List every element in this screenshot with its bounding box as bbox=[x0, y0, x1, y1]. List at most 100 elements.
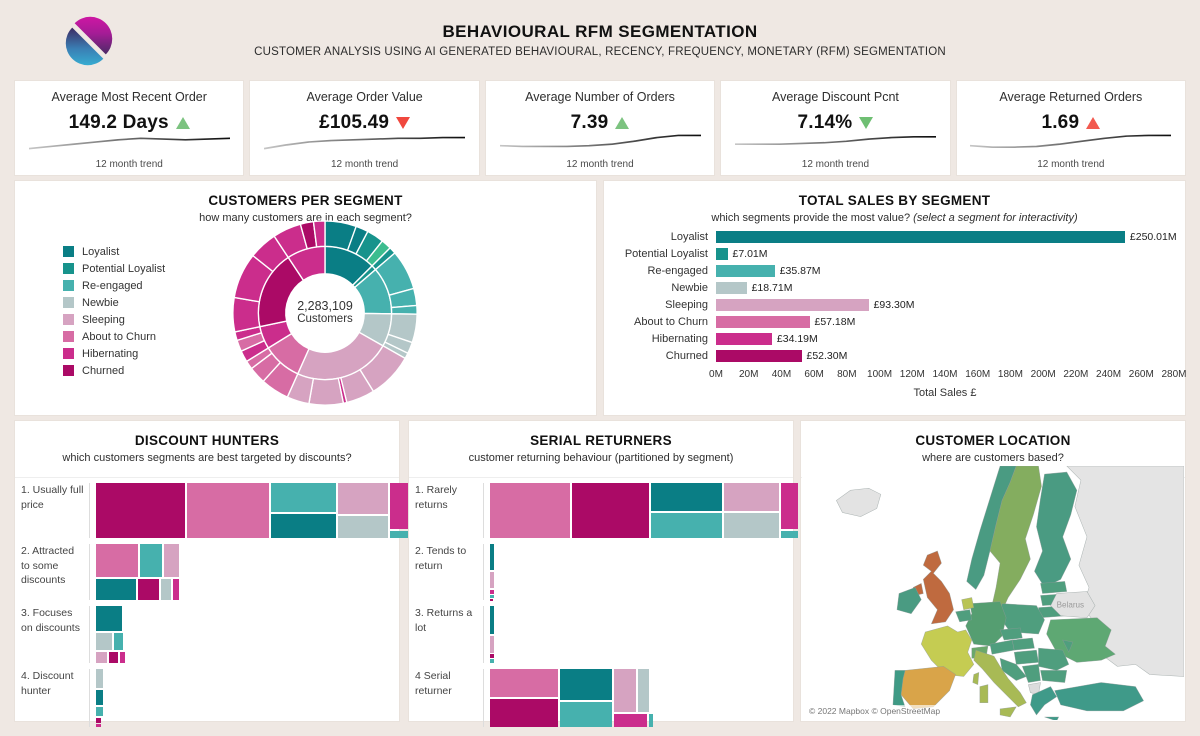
treemap-cell-darkteal[interactable] bbox=[490, 606, 494, 634]
treemap-cell-gray[interactable] bbox=[724, 513, 779, 538]
treemap-cell-lightpink[interactable] bbox=[96, 652, 107, 663]
country-czech-republic[interactable] bbox=[999, 627, 1023, 641]
legend-item-churned[interactable]: Churned bbox=[63, 362, 165, 379]
legend-item-loyalist[interactable]: Loyalist bbox=[63, 243, 165, 260]
country-moldova[interactable] bbox=[1062, 639, 1074, 653]
bar-loyalist[interactable] bbox=[716, 231, 1125, 243]
country-slovakia[interactable] bbox=[1011, 637, 1035, 651]
treemap-cell-teal[interactable] bbox=[96, 707, 103, 716]
treemap-cell-teal[interactable] bbox=[390, 531, 408, 538]
treemap-cell-gray[interactable] bbox=[96, 669, 103, 688]
treemap-cell-darkteal[interactable] bbox=[96, 690, 103, 705]
country-sardinia[interactable] bbox=[979, 684, 989, 704]
treemap-cell-teal[interactable] bbox=[271, 483, 336, 512]
bar-category-label: Potential Loyalist bbox=[624, 248, 708, 260]
legend-item-re-engaged[interactable]: Re-engaged bbox=[63, 277, 165, 294]
legend-item-potential-loyalist[interactable]: Potential Loyalist bbox=[63, 260, 165, 277]
legend-item-about-to-churn[interactable]: About to Churn bbox=[63, 328, 165, 345]
treemap-cell-darkteal[interactable] bbox=[490, 544, 494, 570]
treemap-cell-teal[interactable] bbox=[649, 714, 653, 727]
country-romania[interactable] bbox=[1038, 647, 1070, 671]
treemap-cell-pink[interactable] bbox=[96, 544, 138, 577]
treemap-cell-pink[interactable] bbox=[490, 669, 558, 697]
treemap-cell-crimson[interactable] bbox=[490, 654, 494, 658]
treemap-cell-gray[interactable] bbox=[96, 633, 112, 650]
treemap-cell-crimson[interactable] bbox=[138, 579, 159, 600]
country-finland[interactable] bbox=[1034, 471, 1078, 588]
country-croatia[interactable] bbox=[999, 657, 1027, 681]
treemap-cell-darkteal[interactable] bbox=[651, 483, 722, 511]
treemap-cell-teal[interactable] bbox=[560, 702, 612, 727]
treemap-cell-darkteal[interactable] bbox=[96, 606, 122, 631]
country-turkey[interactable] bbox=[1054, 682, 1144, 712]
legend-item-sleeping[interactable]: Sleeping bbox=[63, 311, 165, 328]
treemap-cell-crimson[interactable] bbox=[96, 483, 185, 538]
country-corsica[interactable] bbox=[972, 672, 980, 685]
outer-ring-slice-lightpink[interactable] bbox=[308, 377, 345, 406]
treemap-cell-teal[interactable] bbox=[114, 633, 123, 650]
country-italy[interactable] bbox=[973, 649, 1027, 708]
treemap-cell-gray[interactable] bbox=[338, 516, 388, 538]
customers-sunburst-chart[interactable]: 2,283,109 Customers bbox=[227, 215, 423, 411]
outer-ring-slice-magenta[interactable] bbox=[232, 296, 261, 333]
treemap-cell-lightpink[interactable] bbox=[490, 636, 494, 653]
treemap-cell-darkteal[interactable] bbox=[96, 579, 136, 600]
treemap-cell-teal[interactable] bbox=[781, 531, 798, 538]
treemap-cell-gray[interactable] bbox=[638, 669, 649, 712]
treemap-cell-teal[interactable] bbox=[490, 595, 494, 598]
treemap-cell-pink[interactable] bbox=[490, 483, 570, 538]
treemap-cell-magenta[interactable] bbox=[120, 652, 125, 663]
treemap-cell-pink[interactable] bbox=[187, 483, 269, 538]
country-france[interactable] bbox=[920, 625, 975, 677]
bar-sleeping[interactable] bbox=[716, 299, 869, 311]
treemap-cell-crimson[interactable] bbox=[490, 699, 558, 727]
treemap-cell-lightpink[interactable] bbox=[724, 483, 779, 511]
bar-about-to-churn[interactable] bbox=[716, 316, 810, 328]
treemap-cell-teal[interactable] bbox=[651, 513, 722, 538]
treemap-cell-crimson[interactable] bbox=[572, 483, 649, 538]
outer-ring-slice-teal[interactable] bbox=[390, 304, 418, 315]
country-united-kingdom[interactable] bbox=[922, 550, 954, 625]
country-hungary[interactable] bbox=[1013, 649, 1039, 665]
treemap-cell-magenta[interactable] bbox=[173, 579, 179, 600]
treemap-cell-magenta[interactable] bbox=[390, 483, 408, 529]
treemap-row: 1. Usually full price bbox=[21, 483, 408, 538]
treemap-cell-crimson[interactable] bbox=[490, 599, 493, 601]
bar-newbie[interactable] bbox=[716, 282, 747, 294]
bar-potential-loyalist[interactable] bbox=[716, 248, 728, 260]
country-bulgaria[interactable] bbox=[1040, 670, 1068, 683]
legend-item-hibernating[interactable]: Hibernating bbox=[63, 345, 165, 362]
legend-swatch bbox=[63, 331, 74, 342]
country-netherlands[interactable] bbox=[961, 597, 975, 610]
legend-item-newbie[interactable]: Newbie bbox=[63, 294, 165, 311]
bar-churned[interactable] bbox=[716, 350, 802, 362]
treemap-cell-teal[interactable] bbox=[140, 544, 162, 577]
treemap-cell-crimson[interactable] bbox=[96, 718, 101, 723]
treemap-cell-lightpink[interactable] bbox=[490, 572, 494, 588]
outer-ring-slice-magenta[interactable] bbox=[312, 220, 326, 248]
country-crete[interactable] bbox=[1044, 716, 1060, 720]
country-portugal[interactable] bbox=[892, 670, 906, 708]
treemap-cell-darkteal[interactable] bbox=[271, 514, 336, 538]
bar-re-engaged[interactable] bbox=[716, 265, 775, 277]
treemap-cell-lightpink[interactable] bbox=[614, 669, 636, 712]
europe-map[interactable]: Belarus © 2022 Mapbox © OpenStreetMap bbox=[802, 466, 1184, 720]
country-serbia[interactable] bbox=[1021, 664, 1041, 683]
treemap-cell-magenta[interactable] bbox=[614, 714, 647, 727]
country-ukraine[interactable] bbox=[1046, 617, 1116, 663]
country-greece[interactable] bbox=[1030, 686, 1058, 716]
bar-hibernating[interactable] bbox=[716, 333, 772, 345]
treemap-cell-magenta[interactable] bbox=[490, 590, 494, 594]
country-ireland[interactable] bbox=[896, 587, 922, 615]
treemap-cell-magenta[interactable] bbox=[781, 483, 798, 529]
country-estonia[interactable] bbox=[1040, 581, 1068, 594]
treemap-cell-lightpink[interactable] bbox=[338, 483, 388, 514]
treemap-cell-gray[interactable] bbox=[161, 579, 171, 600]
treemap-cell-lightpink[interactable] bbox=[164, 544, 179, 577]
country-sicily[interactable] bbox=[999, 706, 1017, 718]
country-belgium[interactable] bbox=[955, 609, 973, 623]
treemap-cell-crimson[interactable] bbox=[109, 652, 118, 663]
treemap-cell-magenta[interactable] bbox=[96, 724, 101, 727]
treemap-cell-teal[interactable] bbox=[490, 659, 494, 663]
treemap-cell-darkteal[interactable] bbox=[560, 669, 612, 700]
